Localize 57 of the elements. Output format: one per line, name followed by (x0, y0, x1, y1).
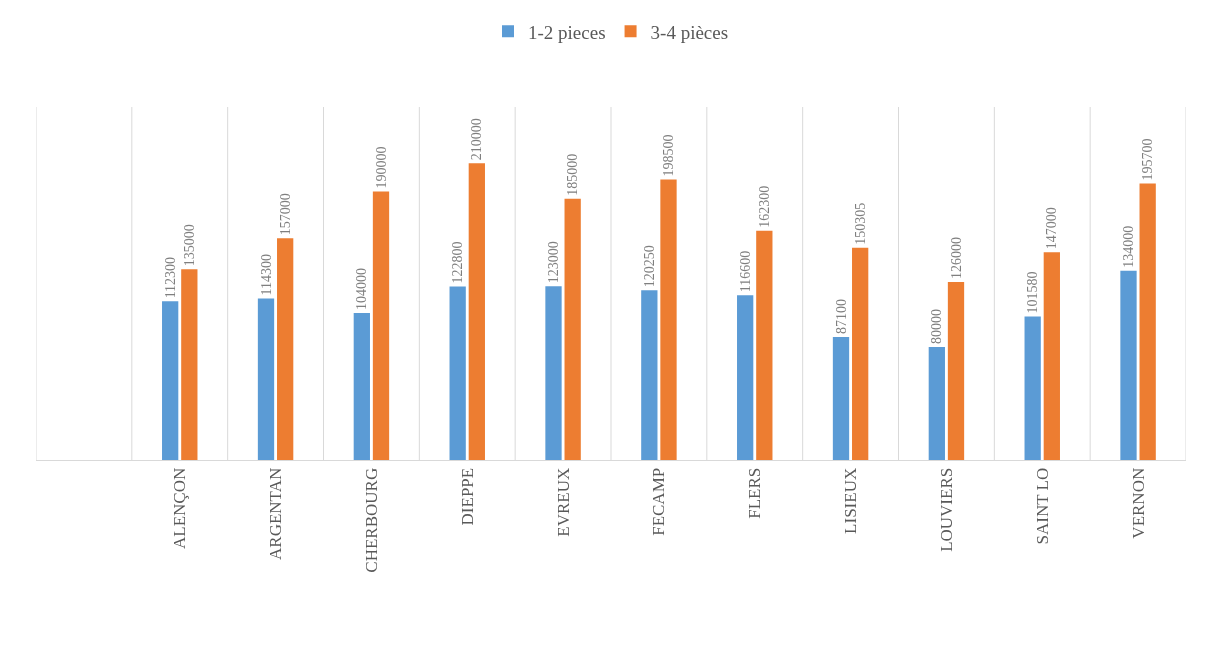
data-label: 190000 (373, 146, 389, 189)
data-label: 112300 (162, 256, 178, 299)
bar (660, 179, 677, 460)
bar (181, 269, 198, 460)
bar (449, 286, 466, 460)
x-tick-label: FECAMP (649, 467, 669, 536)
data-label: 134000 (1121, 225, 1136, 268)
data-label: 162300 (756, 185, 772, 228)
bar (756, 230, 773, 460)
bar (1043, 252, 1060, 460)
bar (162, 301, 179, 460)
data-label: 114300 (258, 254, 274, 296)
bar (737, 295, 754, 460)
x-tick-label: FLERS (745, 467, 765, 519)
data-label: 210000 (469, 118, 485, 161)
bar (832, 336, 850, 460)
data-label: 198500 (661, 134, 676, 177)
bar (353, 313, 370, 460)
bar (1139, 183, 1156, 460)
data-label: 135000 (181, 224, 197, 267)
x-tick-label: DIEPPE (457, 467, 477, 526)
data-label: 116600 (737, 250, 753, 293)
bar (468, 163, 485, 460)
bar (564, 198, 581, 460)
data-label: 157000 (277, 193, 293, 236)
legend-label: 1-2 pieces (528, 21, 606, 43)
data-label: 104000 (354, 268, 370, 311)
bar (1024, 316, 1041, 460)
bar (852, 247, 869, 460)
bar (277, 238, 294, 460)
bar (372, 191, 390, 460)
data-label: 120250 (641, 245, 657, 288)
data-label: 150305 (852, 202, 868, 245)
data-label: 185000 (565, 153, 581, 196)
bar (947, 282, 965, 460)
data-label: 87100 (833, 298, 849, 334)
x-tick-label: LISIEUX (841, 467, 861, 534)
data-label: 123000 (546, 241, 561, 284)
data-label: 80000 (929, 308, 945, 344)
x-tick-label: ARGENTAN (266, 467, 286, 560)
data-label: 122800 (450, 241, 466, 284)
data-label: 101580 (1025, 271, 1041, 314)
bar (641, 290, 658, 460)
data-label: 195700 (1140, 138, 1156, 181)
x-tick-label: ALENÇON (170, 467, 190, 550)
bar (545, 286, 562, 460)
bar (928, 346, 945, 460)
x-tick-label: LOUVIERS (936, 467, 956, 552)
x-tick-label: VERNON (1128, 467, 1148, 539)
data-label: 126000 (948, 237, 964, 280)
bar (257, 298, 275, 460)
x-tick-label: CHERBOURG (361, 467, 381, 573)
x-tick-label: EVREUX (553, 467, 573, 537)
x-tick-label: SAINT LO (1032, 467, 1052, 545)
data-label: 147000 (1044, 207, 1060, 250)
bar (1120, 270, 1137, 460)
legend-label: 3-4 pièces (650, 21, 729, 43)
